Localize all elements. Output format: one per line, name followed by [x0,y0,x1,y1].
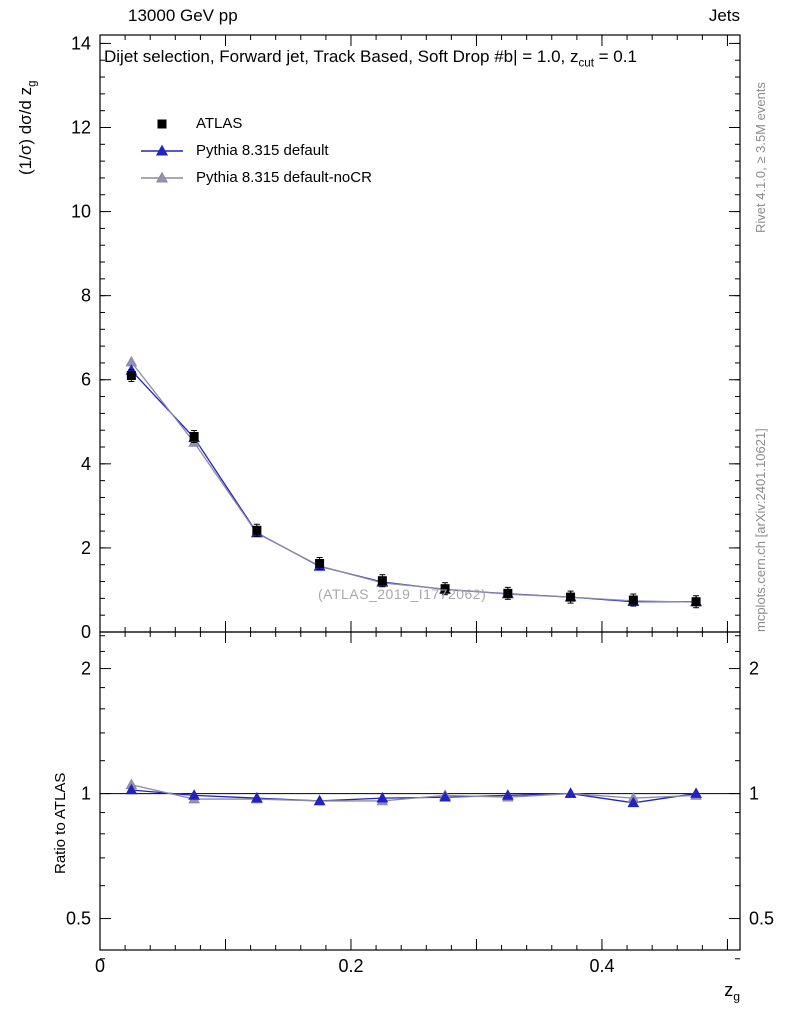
marker-square [189,432,199,442]
y-axis-title: (1/σ) dσ/d zg [16,81,38,176]
legend-square-marker-icon [157,119,167,128]
x-axis-title-text: z [724,980,734,1000]
marker-triangle [501,789,514,800]
marker-triangle [188,789,200,800]
plot-title: Dijet selection, Forward jet, Track Base… [104,47,744,69]
marker-triangle [439,790,451,802]
y-tick-label: 4 [81,454,91,474]
legend-item-label: Pythia 8.315 default-noCR [196,169,372,186]
analysis-id-watermark: (ATLAS_2019_I1772062) [318,586,487,602]
marker-square [315,558,325,568]
y-tick-label: 2 [81,538,91,558]
legend-item: Pythia 8.315 default [140,137,372,164]
ratio-tick-label-right: 0.5 [749,909,774,929]
marker-triangle [690,787,702,798]
ratio-tick-label-left: 2 [81,659,91,679]
series-line [131,784,697,802]
y-tick-label: 6 [81,370,91,390]
y-tick-label: 8 [81,286,91,306]
beam-energy-label: 13000 GeV pp [128,6,238,25]
x-tick-label: 0.2 [338,956,363,976]
y-axis-title-text: (1/σ) dσ/d z [16,86,35,175]
marker-square [691,597,701,607]
series-line [130,361,697,603]
y-tick-label: 12 [71,117,91,137]
x-tick-label: 0 [95,956,105,976]
ratio-tick-label-right: 2 [749,659,759,679]
legend-triangle-marker-icon [141,144,183,155]
x-axis-title: zg [724,980,740,1004]
marker-square [377,576,387,586]
marker-square [566,592,576,602]
x-tick-label: 0.4 [589,956,614,976]
y-tick-label: 10 [71,202,91,222]
legend-triangle-marker-icon [141,171,183,182]
marker-triangle [376,791,389,803]
ratio-panel-frame [99,631,741,951]
y-tick-label: 0 [81,622,91,642]
marker-square [503,588,513,598]
marker-square [440,584,450,594]
marker-triangle [313,794,326,806]
marker-square [126,371,136,381]
y-axis-title-subscript: g [26,80,39,87]
legend-item: Pythia 8.315 default-noCR [140,164,372,191]
marker-square [252,525,262,535]
rivet-version-note: Rivet 4.1.0, ≥ 3.5M events [753,82,768,233]
legend-item-label: ATLAS [196,115,243,132]
plot-title-subscript: cut [578,57,594,70]
marker-triangle [564,787,577,798]
analysis-group-label: Jets [708,6,740,25]
ratio-tick-label-right: 1 [749,784,759,804]
ratio-axis-title: Ratio to ATLAS [52,772,69,874]
marker-triangle [627,796,640,808]
ratio-tick-label-left: 0.5 [66,909,91,929]
y-tick-label: 14 [71,33,91,53]
ratio-tick-label-left: 1 [81,784,91,804]
marker-triangle [251,791,263,803]
marker-triangle [125,783,138,795]
mcplots-reference-note: mcplots.cern.ch [arXiv:2401.10621] [753,428,768,632]
legend-item-label: Pythia 8.315 default [196,142,329,159]
marker-square [628,595,638,605]
legend: ATLAS Pythia 8.315 default Pythia 8.315 de… [140,110,372,191]
plot-title-tail: = 0.1 [593,47,637,66]
series-line [130,370,697,603]
legend-item: ATLAS [140,110,372,137]
plot-title-text: Dijet selection, Forward jet, Track Base… [104,47,579,66]
x-axis-title-subscript: g [733,989,740,1004]
